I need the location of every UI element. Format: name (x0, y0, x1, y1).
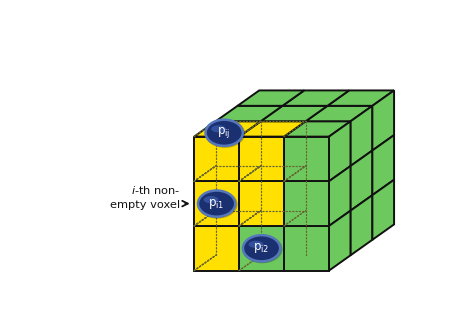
Polygon shape (373, 135, 394, 195)
Polygon shape (216, 106, 283, 121)
Polygon shape (261, 106, 328, 121)
Ellipse shape (249, 241, 263, 248)
Polygon shape (283, 90, 349, 106)
Polygon shape (373, 180, 394, 240)
Ellipse shape (205, 119, 245, 148)
Polygon shape (284, 137, 329, 181)
Ellipse shape (198, 190, 235, 217)
Polygon shape (194, 181, 239, 226)
Polygon shape (239, 137, 284, 181)
Polygon shape (194, 226, 239, 271)
Polygon shape (238, 90, 304, 106)
Text: $\mathrm{p_{ij}}$: $\mathrm{p_{ij}}$ (218, 125, 231, 140)
Ellipse shape (243, 235, 280, 261)
Polygon shape (329, 166, 351, 226)
Polygon shape (284, 226, 329, 271)
Polygon shape (239, 121, 306, 137)
Polygon shape (351, 195, 373, 255)
Text: $\mathrm{p_{i1}}$: $\mathrm{p_{i1}}$ (208, 197, 225, 211)
Polygon shape (239, 226, 284, 271)
Polygon shape (306, 106, 373, 121)
Text: $\mathrm{p_{i2}}$: $\mathrm{p_{i2}}$ (253, 241, 270, 255)
Polygon shape (351, 106, 373, 166)
Ellipse shape (242, 235, 283, 263)
Polygon shape (329, 121, 351, 181)
Polygon shape (284, 181, 329, 226)
Ellipse shape (204, 196, 219, 203)
Polygon shape (239, 181, 284, 226)
Polygon shape (351, 150, 373, 211)
Polygon shape (194, 121, 261, 137)
Polygon shape (284, 121, 351, 137)
Polygon shape (328, 90, 394, 106)
Ellipse shape (197, 190, 238, 218)
Polygon shape (329, 211, 351, 271)
Ellipse shape (205, 120, 243, 146)
Polygon shape (373, 90, 394, 150)
Polygon shape (194, 137, 239, 181)
Ellipse shape (211, 125, 226, 132)
Text: $i$-th non-
empty voxel: $i$-th non- empty voxel (110, 184, 180, 211)
